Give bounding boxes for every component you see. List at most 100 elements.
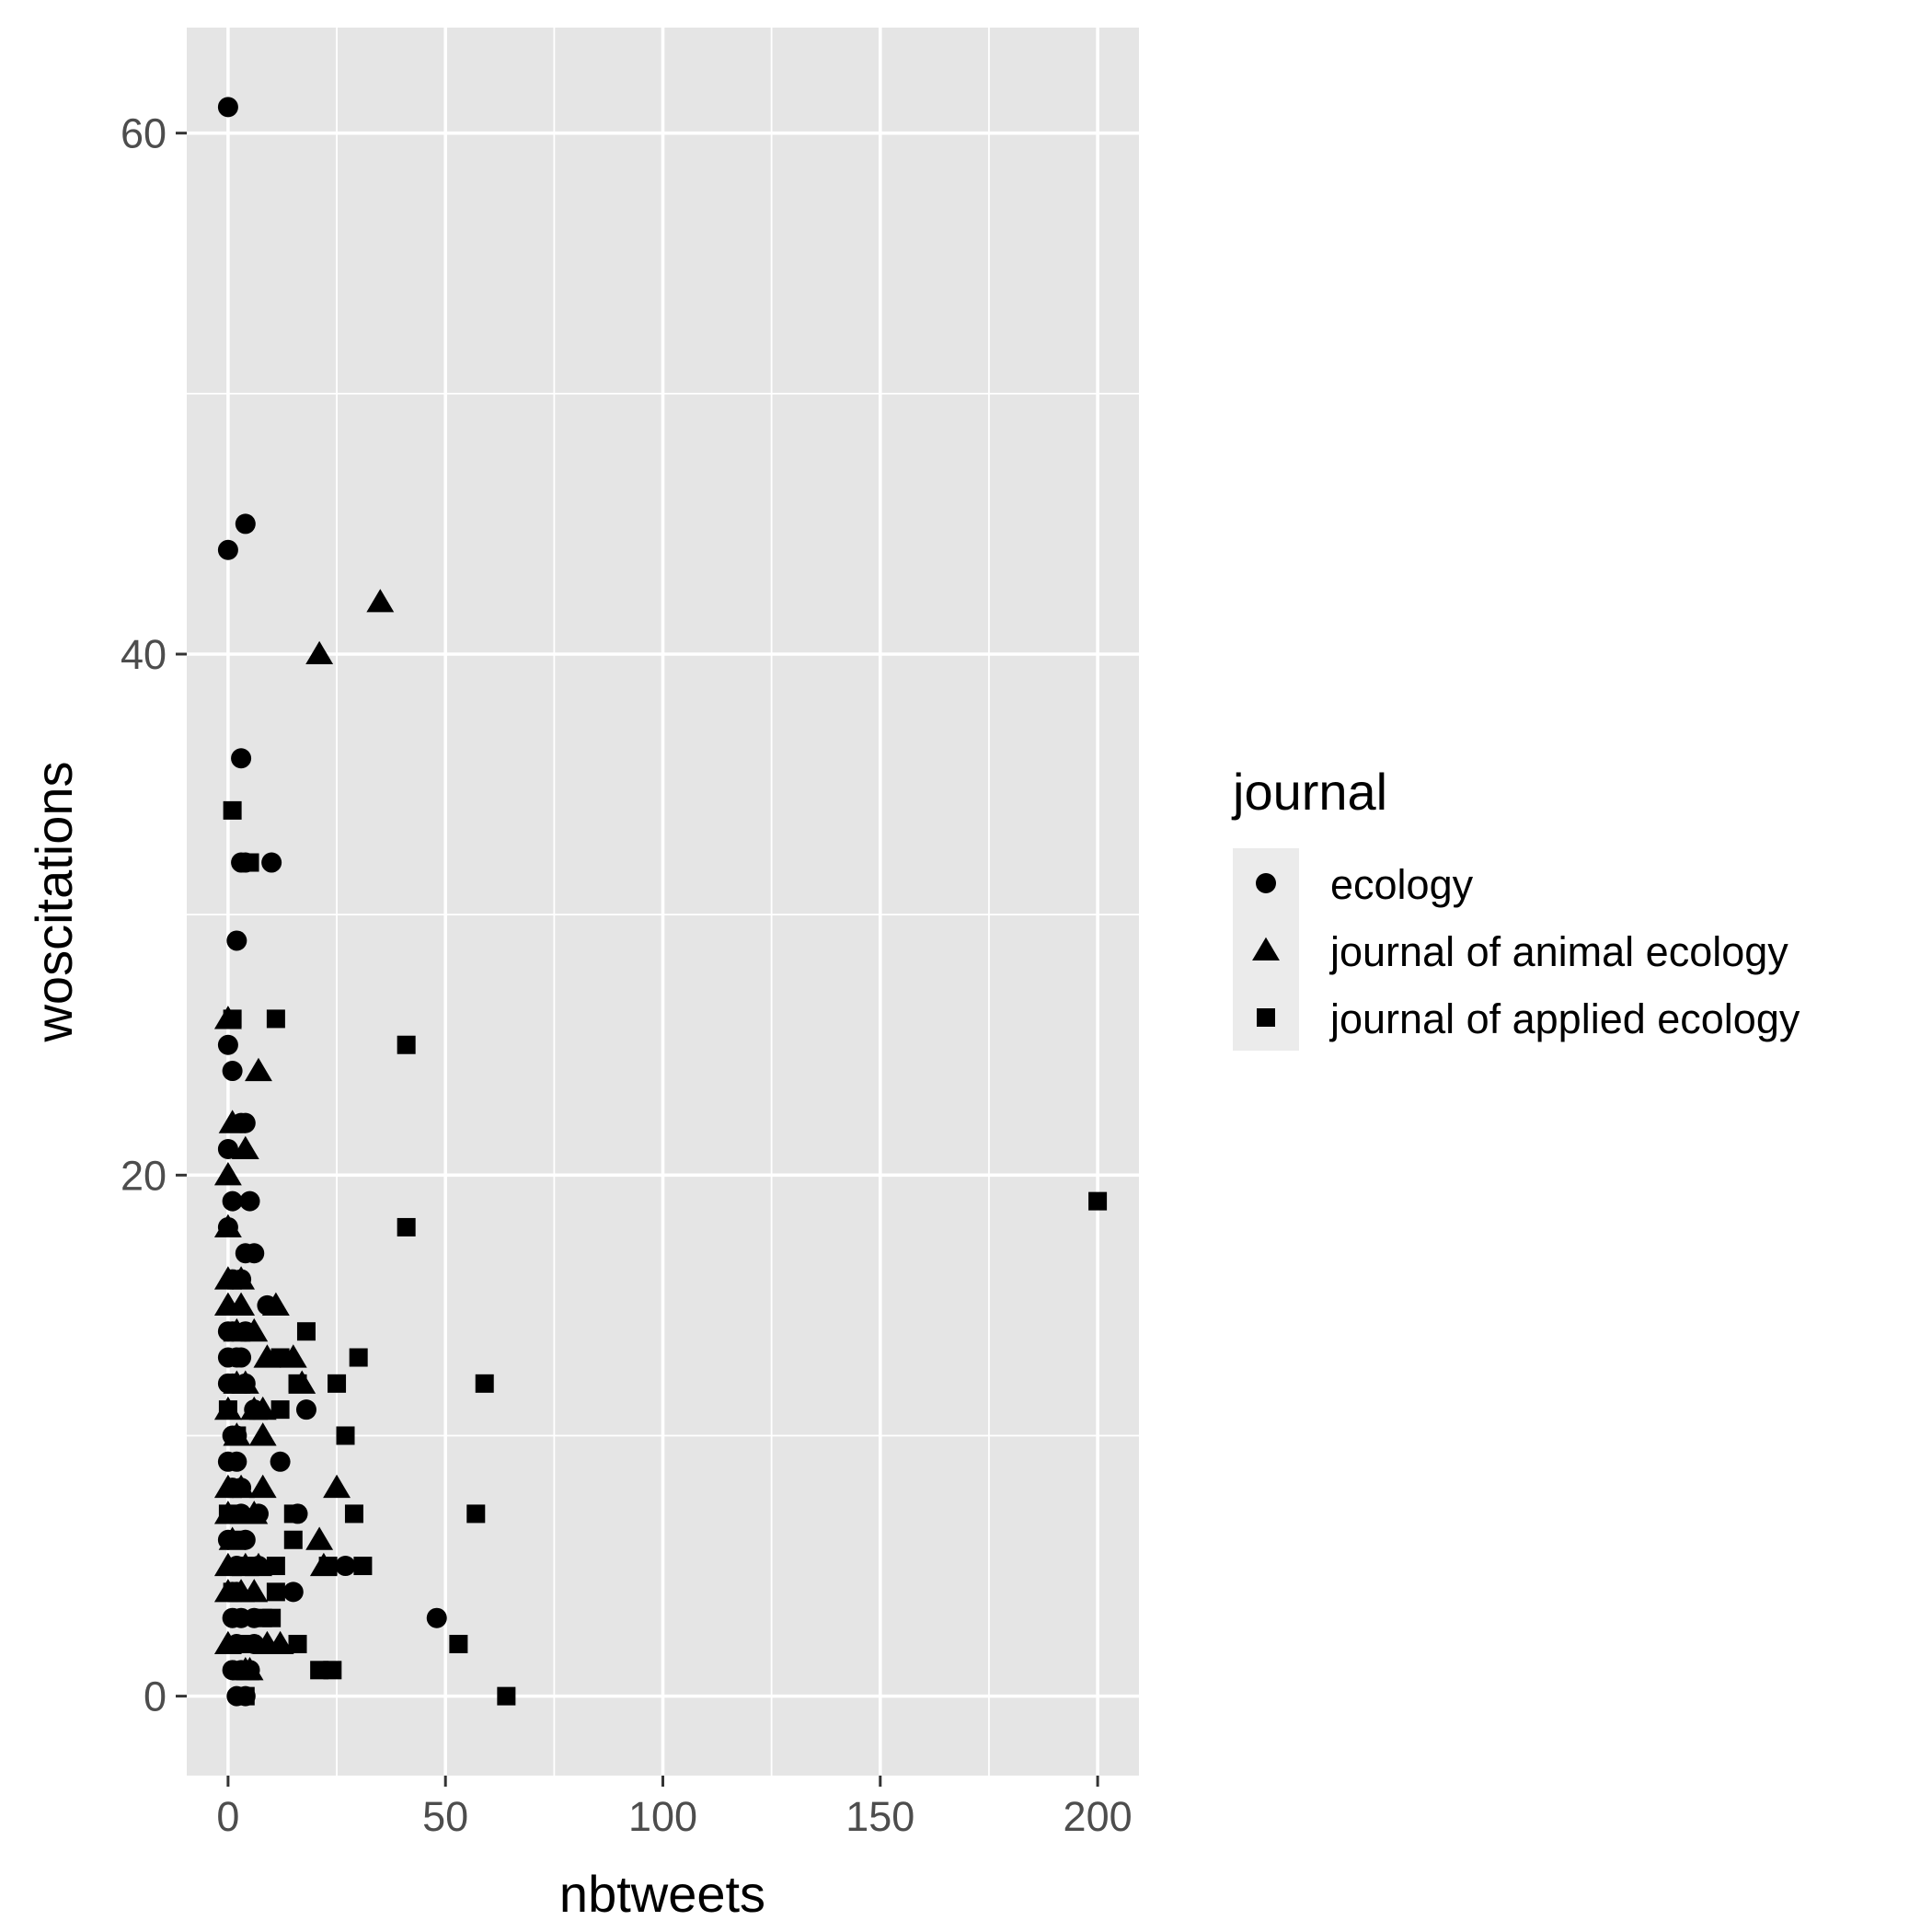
data-point-journal-of-animal-ecology [223, 1370, 251, 1394]
data-point-journal-of-applied-ecology [240, 853, 259, 872]
data-point-ecology [261, 852, 282, 873]
data-point-journal-of-applied-ecology [475, 1374, 494, 1393]
y-axis-title: woscitations [25, 761, 83, 1042]
y-tick-label: 40 [121, 631, 167, 678]
y-tick-label: 20 [121, 1152, 167, 1199]
data-point-journal-of-animal-ecology [305, 1526, 334, 1550]
data-point-ecology [231, 748, 252, 769]
data-point-ecology [239, 1190, 260, 1212]
data-point-journal-of-applied-ecology [218, 1400, 237, 1420]
data-point-journal-of-applied-ecology [266, 1009, 285, 1029]
data-point-journal-of-animal-ecology [248, 1422, 277, 1446]
data-point-ecology [217, 539, 238, 560]
data-point-journal-of-applied-ecology [223, 1009, 242, 1029]
data-point-journal-of-animal-ecology [231, 1135, 259, 1160]
x-axis-title: nbtweets [559, 1865, 765, 1923]
data-point-journal-of-applied-ecology [270, 1400, 290, 1420]
data-point-ecology [222, 1190, 243, 1212]
data-point-journal-of-animal-ecology [366, 589, 395, 613]
x-tick-label: 0 [216, 1793, 239, 1840]
data-point-journal-of-animal-ecology [223, 1317, 251, 1342]
data-point-journal-of-applied-ecology [288, 1635, 307, 1654]
data-point-ecology [235, 513, 256, 535]
data-point-journal-of-animal-ecology [227, 1292, 256, 1316]
data-point-journal-of-applied-ecology [449, 1635, 468, 1654]
data-point-journal-of-animal-ecology [248, 1474, 277, 1499]
legend-label-ecology: ecology [1330, 861, 1474, 908]
data-point-journal-of-animal-ecology [213, 1162, 242, 1186]
data-point-journal-of-applied-ecology [218, 1504, 237, 1524]
data-points [213, 97, 1108, 1707]
data-point-journal-of-applied-ecology [240, 1635, 259, 1654]
data-point-journal-of-applied-ecology [344, 1504, 363, 1524]
data-point-journal-of-applied-ecology [266, 1582, 285, 1602]
data-point-journal-of-applied-ecology [318, 1557, 338, 1576]
data-point-journal-of-applied-ecology [236, 1557, 255, 1576]
data-point-journal-of-animal-ecology [305, 640, 334, 665]
x-tick-label: 150 [845, 1793, 914, 1840]
legend-title: journal [1231, 763, 1387, 821]
legend-key-square-icon [1257, 1008, 1275, 1027]
data-point-journal-of-applied-ecology [283, 1530, 303, 1549]
data-point-journal-of-animal-ecology [248, 1396, 277, 1420]
data-point-journal-of-applied-ecology [227, 1530, 247, 1549]
legend-label-journal-of-animal-ecology: journal of animal ecology [1328, 928, 1788, 975]
data-point-journal-of-applied-ecology [270, 1348, 290, 1367]
y-axis: 0 20 40 60 [121, 110, 187, 1720]
data-point-journal-of-animal-ecology [253, 1630, 282, 1655]
data-point-ecology [426, 1607, 447, 1628]
data-point-journal-of-animal-ecology [245, 1057, 272, 1082]
data-point-journal-of-applied-ecology [336, 1426, 355, 1445]
data-point-journal-of-applied-ecology [223, 800, 242, 820]
data-point-journal-of-applied-ecology [397, 1217, 416, 1236]
y-tick-label: 0 [144, 1673, 167, 1720]
data-point-journal-of-applied-ecology [283, 1504, 303, 1524]
data-point-ecology [235, 1243, 256, 1264]
x-tick-label: 50 [422, 1793, 468, 1840]
legend-label-journal-of-applied-ecology: journal of applied ecology [1328, 995, 1800, 1042]
x-axis: 0 50 100 150 200 [216, 1776, 1133, 1840]
data-point-ecology [217, 1451, 238, 1472]
data-point-ecology [217, 97, 238, 118]
data-point-journal-of-animal-ecology [240, 1317, 269, 1342]
data-point-ecology [226, 930, 247, 951]
legend: journal ecology journal of animal ecolog… [1231, 763, 1800, 1051]
data-point-journal-of-animal-ecology [323, 1474, 351, 1499]
data-point-journal-of-animal-ecology [213, 1552, 242, 1577]
data-point-journal-of-applied-ecology [227, 1426, 247, 1445]
data-point-journal-of-applied-ecology [328, 1374, 347, 1393]
legend-keys [1252, 873, 1280, 1027]
data-point-journal-of-applied-ecology [323, 1661, 342, 1680]
data-point-ecology [295, 1399, 316, 1420]
data-point-ecology [217, 1034, 238, 1055]
data-point-journal-of-animal-ecology [227, 1474, 256, 1499]
data-point-journal-of-applied-ecology [466, 1504, 486, 1524]
data-point-ecology [217, 1347, 238, 1368]
data-point-ecology [222, 1607, 243, 1628]
data-point-journal-of-animal-ecology [213, 1630, 242, 1655]
data-point-journal-of-applied-ecology [296, 1322, 316, 1341]
legend-key-circle-icon [1256, 873, 1276, 893]
data-point-journal-of-applied-ecology [253, 1608, 272, 1627]
data-point-journal-of-applied-ecology [223, 1582, 242, 1602]
y-tick-label: 60 [121, 110, 167, 157]
data-point-journal-of-applied-ecology [236, 1686, 255, 1706]
data-point-ecology [335, 1556, 356, 1577]
data-point-journal-of-animal-ecology [240, 1501, 269, 1524]
data-point-ecology [217, 1139, 238, 1160]
data-point-journal-of-animal-ecology [261, 1292, 290, 1316]
data-point-ecology [282, 1581, 304, 1603]
data-point-journal-of-applied-ecology [397, 1035, 416, 1054]
x-tick-label: 100 [628, 1793, 697, 1840]
data-point-journal-of-applied-ecology [1088, 1191, 1108, 1211]
data-point-journal-of-animal-ecology [213, 1213, 242, 1237]
data-point-journal-of-applied-ecology [266, 1557, 285, 1576]
data-point-journal-of-animal-ecology [231, 1657, 259, 1681]
legend-key-triangle-icon [1252, 937, 1280, 961]
data-point-journal-of-animal-ecology [218, 1110, 247, 1133]
data-point-journal-of-animal-ecology [227, 1266, 256, 1290]
data-point-ecology [270, 1451, 291, 1472]
data-point-journal-of-applied-ecology [353, 1557, 373, 1576]
data-point-journal-of-applied-ecology [288, 1374, 307, 1393]
